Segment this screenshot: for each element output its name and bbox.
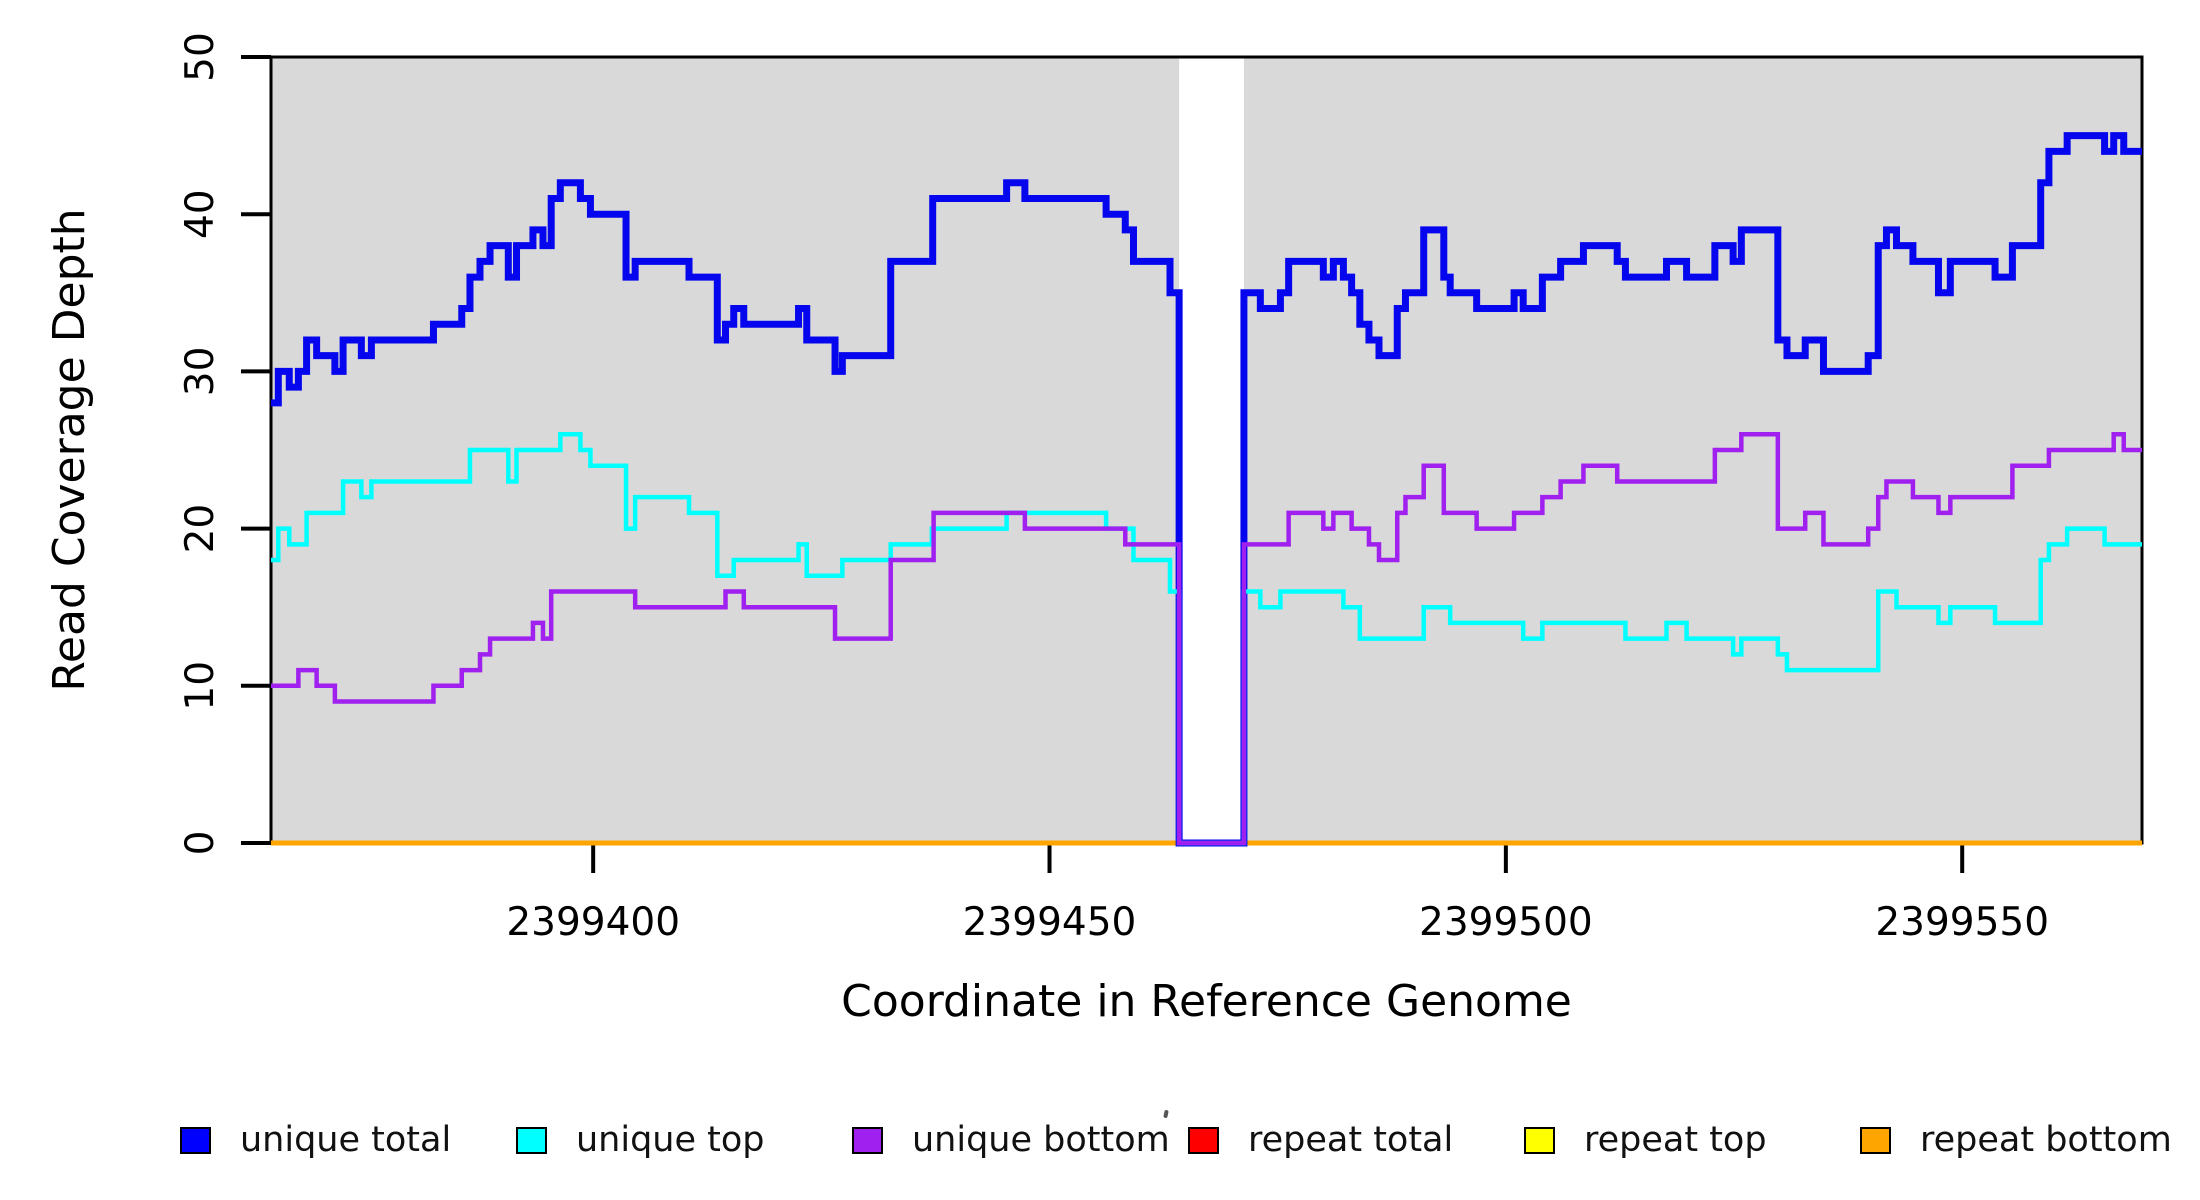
x-tick-label-0: 2399400	[506, 900, 680, 945]
legend-item-unique-bottom: unique bottom	[852, 1120, 1170, 1160]
legend-label: unique top	[576, 1120, 765, 1160]
legend-swatch-unique-top	[516, 1126, 547, 1154]
y-tick-label-0: 0	[178, 831, 223, 856]
uncovered-gap-band	[1179, 57, 1244, 843]
y-axis-title: Read Coverage Depth	[44, 208, 95, 691]
legend-item-unique-total: unique total	[180, 1120, 451, 1160]
x-tick-label-1: 2399450	[963, 900, 1137, 945]
series-line-unique-total	[271, 132, 2142, 847]
x-tick-label-3: 2399550	[1875, 900, 2049, 945]
y-tick-label-4: 40	[178, 189, 223, 239]
series-line-unique-bottom	[271, 432, 2142, 846]
legend-swatch-repeat-total	[1188, 1126, 1219, 1154]
x-tick-label-2: 2399500	[1419, 900, 1593, 945]
y-tick-label-1: 10	[178, 661, 223, 711]
legend-swatch-unique-total	[180, 1126, 211, 1154]
legend-swatch-repeat-bottom	[1860, 1126, 1891, 1154]
legend-item-repeat-total: repeat total	[1188, 1120, 1453, 1160]
y-tick-label-3: 30	[178, 347, 223, 397]
legend-swatch-unique-bottom	[852, 1126, 883, 1154]
legend-label: repeat bottom	[1920, 1120, 2172, 1160]
series-line-unique-top	[271, 432, 2142, 846]
legend-label: repeat top	[1584, 1120, 1767, 1160]
legend-item-repeat-top: repeat top	[1524, 1120, 1767, 1160]
legend-item-repeat-bottom: repeat bottom	[1860, 1120, 2172, 1160]
legend-label: unique total	[240, 1120, 452, 1160]
y-tick-label-5: 50	[178, 32, 223, 82]
legend-label: repeat total	[1248, 1120, 1454, 1160]
legend-item-unique-top: unique top	[516, 1120, 765, 1160]
x-axis-title: Coordinate in Reference Genome	[841, 976, 1572, 1027]
chart-legend: unique total unique top unique bottom repea…	[0, 0, 2200, 1160]
y-tick-label-2: 20	[178, 504, 223, 554]
legend-label: unique bottom	[912, 1120, 1170, 1160]
legend-swatch-repeat-top	[1524, 1126, 1555, 1154]
